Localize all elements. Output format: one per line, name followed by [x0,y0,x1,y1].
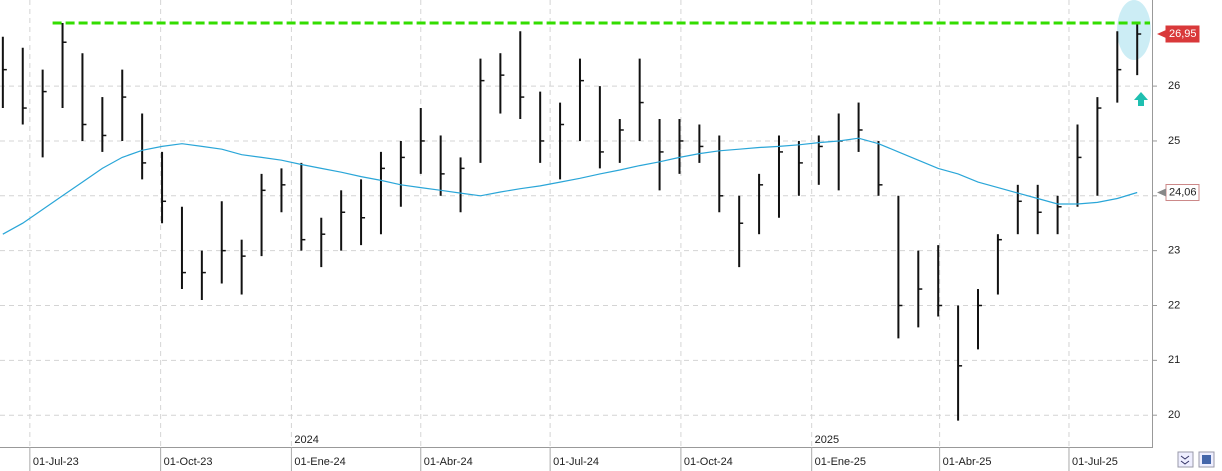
x-tick-label: 01-Abr-24 [424,456,473,468]
x-tick-label: 01-Jul-24 [553,456,599,468]
year-label: 2025 [815,434,839,446]
x-tick-label: 01-Oct-24 [684,456,733,468]
y-tick-label: 26 [1168,80,1180,92]
collapse-icon [1180,455,1190,465]
grid-layer [0,0,1157,471]
y-tick-label: 21 [1168,354,1180,366]
y-tick-label: 25 [1168,135,1180,147]
x-tick-label: 01-Oct-23 [164,456,213,468]
highlight-ellipse [1117,0,1151,60]
year-label: 2024 [294,434,318,446]
x-tick-label: 01-Jul-25 [1072,456,1118,468]
marks-layer [1,21,1150,421]
collapse-button[interactable] [1177,451,1194,468]
price-label-pointer [1157,30,1166,39]
price-label: 24,06 [1169,186,1197,198]
save-icon [1202,455,1211,464]
up-arrow [1134,92,1148,106]
y-tick-label: 22 [1168,299,1180,311]
price-label: 26,95 [1169,28,1197,40]
x-tick-label: 01-Jul-23 [33,456,79,468]
price-label-pointer [1157,188,1166,197]
y-tick-label: 23 [1168,245,1180,257]
y-tick-label: 20 [1168,409,1180,421]
labels-layer: 2021222324252601-Jul-2301-Oct-2301-Ene-2… [33,25,1200,468]
moving-average [2,137,1138,235]
x-tick-label: 01-Ene-25 [815,456,866,468]
x-tick-label: 01-Ene-24 [294,456,345,468]
x-tick-label: 01-Abr-25 [943,456,992,468]
